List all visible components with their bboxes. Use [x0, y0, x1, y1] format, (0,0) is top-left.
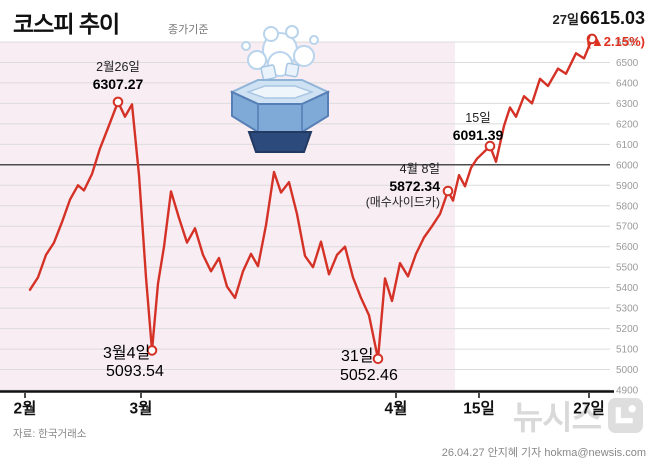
- svg-text:5000: 5000: [616, 365, 639, 376]
- svg-text:5800: 5800: [616, 201, 639, 212]
- annotation-note: (매수사이드카): [365, 195, 440, 210]
- svg-text:6000: 6000: [616, 160, 639, 171]
- annotation-mar31-value: 5052.46: [340, 367, 398, 384]
- svg-text:5500: 5500: [616, 263, 639, 274]
- svg-text:6500: 6500: [616, 58, 639, 69]
- svg-text:6200: 6200: [616, 119, 639, 130]
- svg-text:4월: 4월: [385, 399, 408, 417]
- annotation-date: 4월 8일: [399, 162, 440, 176]
- svg-text:5100: 5100: [616, 345, 639, 356]
- svg-text:6100: 6100: [616, 140, 639, 151]
- annotation-date: 15일: [465, 111, 491, 125]
- svg-text:5400: 5400: [616, 283, 639, 294]
- svg-text:5600: 5600: [616, 242, 639, 253]
- annotation-value: 6091.39: [452, 126, 504, 143]
- svg-text:6400: 6400: [616, 78, 639, 89]
- annotation-apr15: 15일 6091.39: [428, 111, 528, 144]
- svg-text:5300: 5300: [616, 304, 639, 315]
- svg-text:5700: 5700: [616, 222, 639, 233]
- annotation-mar4-value: 5093.54: [106, 363, 164, 380]
- annotation-date: 2월26일: [96, 60, 140, 74]
- latest-date: 27일: [552, 12, 579, 27]
- svg-text:2월: 2월: [14, 399, 37, 417]
- annotation-mar31-date: 31일: [341, 348, 374, 365]
- svg-text:3월: 3월: [130, 399, 153, 417]
- svg-text:5900: 5900: [616, 181, 639, 192]
- latest-change-badge: (▲2.15%): [586, 34, 645, 49]
- byline-credit: 26.04.27 안지혜 기자 hokma@newsis.com: [441, 447, 646, 459]
- svg-text:27일: 27일: [573, 399, 605, 417]
- newsis-logo-icon: [608, 397, 643, 433]
- svg-text:15일: 15일: [463, 399, 495, 417]
- watermark-text: 뉴시스: [512, 399, 602, 436]
- page-title: 코스피 추이: [13, 11, 120, 37]
- svg-text:4900: 4900: [616, 386, 639, 397]
- subtitle-basis: 종가기준: [168, 24, 209, 36]
- source-label: 자료: 한국거래소: [13, 428, 87, 440]
- newsis-watermark: 뉴시스: [513, 391, 644, 439]
- svg-text:6300: 6300: [616, 99, 639, 110]
- annotation-value: 5872.34: [389, 177, 440, 194]
- annotation-mar4-date: 3월4일: [103, 345, 151, 362]
- latest-value: 6615.03: [579, 8, 645, 28]
- annotation-value: 6307.27: [92, 75, 144, 92]
- fountain-icon: [224, 20, 336, 162]
- svg-text:5200: 5200: [616, 324, 639, 335]
- svg-text:6600: 6600: [616, 38, 639, 49]
- latest-quote: 27일 6615.03: [553, 8, 646, 29]
- annotation-feb26-peak: 2월26일 6307.27: [68, 60, 168, 93]
- annotation-apr8-sidecar: 4월 8일 5872.34 (매수사이드카): [310, 162, 440, 210]
